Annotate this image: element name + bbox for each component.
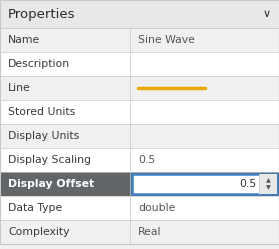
FancyBboxPatch shape	[259, 174, 277, 194]
FancyBboxPatch shape	[0, 124, 279, 148]
FancyBboxPatch shape	[0, 148, 279, 172]
Text: Display Scaling: Display Scaling	[8, 155, 91, 165]
Text: Line: Line	[8, 83, 31, 93]
Text: Complexity: Complexity	[8, 227, 69, 237]
Text: double: double	[138, 203, 175, 213]
Text: Stored Units: Stored Units	[8, 107, 75, 117]
Text: Name: Name	[8, 35, 40, 45]
Text: Properties: Properties	[8, 7, 76, 20]
FancyBboxPatch shape	[0, 52, 279, 76]
FancyBboxPatch shape	[132, 174, 277, 194]
Text: Real: Real	[138, 227, 162, 237]
Text: Data Type: Data Type	[8, 203, 62, 213]
Text: 0.5: 0.5	[138, 155, 155, 165]
FancyBboxPatch shape	[0, 220, 279, 244]
FancyBboxPatch shape	[0, 28, 279, 52]
Text: Sine Wave: Sine Wave	[138, 35, 195, 45]
FancyBboxPatch shape	[0, 196, 279, 220]
FancyBboxPatch shape	[0, 76, 279, 100]
Text: ▼: ▼	[266, 185, 270, 190]
Text: Description: Description	[8, 59, 70, 69]
Text: Display Offset: Display Offset	[8, 179, 94, 189]
FancyBboxPatch shape	[0, 100, 279, 124]
Text: ▲: ▲	[266, 178, 270, 183]
Text: ∨: ∨	[263, 9, 271, 19]
Text: 0.5: 0.5	[239, 179, 256, 189]
FancyBboxPatch shape	[0, 0, 279, 28]
Text: Display Units: Display Units	[8, 131, 79, 141]
FancyBboxPatch shape	[0, 172, 279, 196]
